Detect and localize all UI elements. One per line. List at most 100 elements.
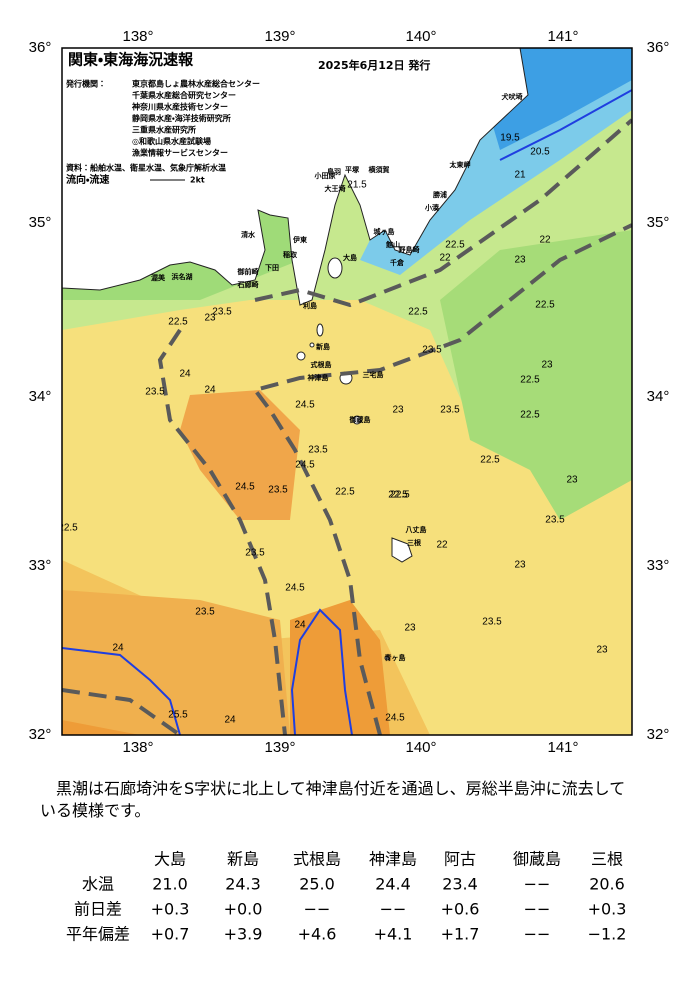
place: 下田 [265,264,279,272]
axis-labels: 138° 138° 139° 139° 140° 140° 141° 141° 36° 36° 35… [29,28,670,756]
cell: 23.4 [442,875,478,894]
contour-label: 22.5 [388,490,408,501]
cell: +1.7 [441,925,480,944]
place: 青ヶ島 [385,653,406,662]
place: 小湊 [424,203,440,212]
place: 小田原 [314,171,336,180]
place: 稲取 [283,250,298,259]
source: 資料：船舶水温、衛星水温、気象庁解析水温 [66,163,226,173]
contour-label: 24.5 [235,482,255,493]
place: 渥美 [151,273,166,282]
place: 新島 [315,342,330,351]
contour-label: 22.5 [520,410,540,421]
place: 大島 [343,253,357,262]
contour-label: 23 [566,475,578,486]
contour-label: 23.5 [440,405,460,416]
row-header: 水温 [82,875,114,894]
contour-label: 23 [596,645,608,656]
contour-label: 23 [404,623,416,634]
cell: +4.6 [298,925,337,944]
contour-label: 23.5 [195,607,215,618]
current-lines [62,89,632,735]
sea-orange [62,720,140,735]
description-box: 黒潮は石廊埼沖をS字状に北上して神津島付近を通過し、房総半島沖に流去している模様… [40,779,626,820]
place: 清水 [241,230,256,239]
cell: 24.4 [375,875,411,894]
lat-label: 34° [29,388,52,405]
place: 三宅島 [363,370,384,379]
land [62,48,529,306]
map-frame [61,47,633,736]
cell: +0.0 [224,900,263,919]
lat-label: 32° [647,726,670,743]
island [384,655,390,661]
kuroshio-axis [62,118,632,735]
contour-label: 23 [541,360,553,371]
cell: 25.0 [299,875,335,894]
contour-label: 22.5 [480,455,500,466]
cell: +0.6 [441,900,480,919]
contour-label: 21.5 [347,180,367,191]
issuer: 漁業情報サービスセンター [132,148,228,158]
contour-label: 23 [392,405,404,416]
sea-orange [290,600,390,735]
place: 大王埼 [325,184,346,193]
contour-label: 24 [294,620,306,631]
contour-label: 23 [514,560,526,571]
place: 平塚 [345,165,360,174]
row-header: 平年偏差 [66,925,130,944]
lon-label: 138° [122,739,153,756]
description: 黒潮は石廊埼沖をS字状に北上して神津島付近を通過し、房総半島沖に流去している模様… [40,779,626,820]
place: 神津島 [307,373,329,382]
lat-label: 34° [647,388,670,405]
contour-label: 22.5 [390,490,410,501]
column-header: 阿古 [444,850,476,869]
sea-green [440,230,632,520]
cell: +4.1 [374,925,413,944]
contour-label: 22.5 [535,300,555,311]
issuers: 東京都島しょ農林水産総合センター千葉県水産総合研究センター神奈川県水産技術センタ… [131,79,260,158]
contour-label: 24.5 [285,583,305,594]
cell: −− [304,900,331,919]
issuer: 三重県水産研究所 [132,125,196,135]
place: 横須賀 [369,165,390,174]
lat-label: 33° [647,557,670,574]
place: 勝浦 [433,190,447,199]
column-header: 御蔵島 [513,850,561,869]
contour-label: 23.5 [482,617,502,628]
lat-label: 36° [647,39,670,56]
contour-label: 22.5 [408,307,428,318]
lat-label: 33° [29,557,52,574]
contour-label: 23 [204,313,216,324]
column-header: 式根島 [293,850,341,869]
contour-label: 22.5 [520,375,540,386]
lon-label: 139° [264,739,295,756]
place: 野島崎 [399,245,420,254]
contour-label: 24 [224,715,236,726]
contour-label: 23.5 [308,445,328,456]
contour-label: 22.5 [445,240,465,251]
place: 三根 [407,538,422,547]
contour-label: 23.5 [422,345,442,356]
cell: −− [380,900,407,919]
island [352,415,362,425]
column-header: 新島 [227,850,259,869]
sea-orange [180,390,300,520]
cell: 24.3 [225,875,261,894]
cell: +0.7 [151,925,190,944]
place: 千倉 [390,258,404,267]
cell: −1.2 [588,925,627,944]
contour-label: 20.5 [530,147,550,158]
issuer: 静岡県水産・海洋技術研究所 [132,113,231,123]
place: 御前崎 [237,267,259,276]
row-header: 前日差 [74,900,122,919]
lat-label: 35° [29,214,52,231]
place: 城ヶ島 [374,227,395,236]
issue-date: 2025年6月12日 発行 [318,58,430,72]
contour-label: 22.5 [58,523,78,534]
contour-label: 24 [204,385,216,396]
lat-label: 36° [29,39,52,56]
